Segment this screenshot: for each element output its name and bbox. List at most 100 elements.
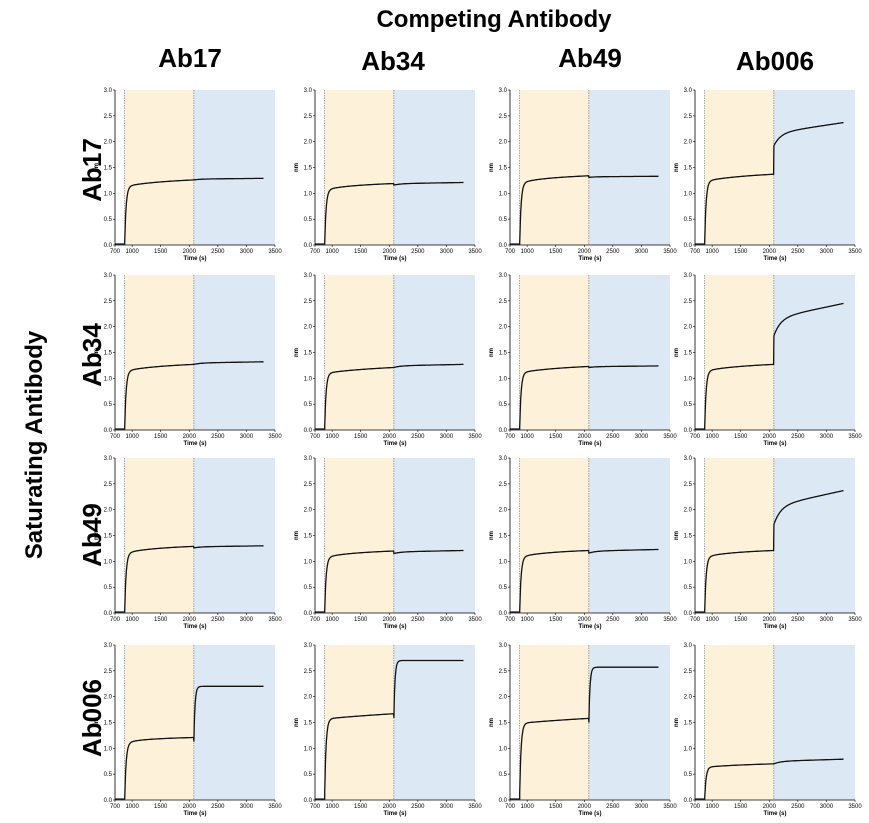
x-tick-label: 3500 (468, 434, 482, 440)
y-tick-label: 2.5 (104, 299, 113, 305)
x-tick-label: 1000 (325, 434, 339, 440)
y-axis-label: nm (294, 163, 300, 172)
x-axis-label: Time (s) (579, 624, 602, 630)
x-axis-label: Time (s) (184, 624, 207, 630)
column-label-ab006: Ab006 (736, 46, 814, 76)
x-tick-label: 2500 (791, 617, 805, 623)
y-tick-label: 0.5 (304, 402, 313, 408)
x-tick-label: 3000 (820, 434, 834, 440)
y-tick-label: 3.0 (684, 643, 693, 649)
y-axis-label: nm (94, 531, 100, 540)
y-tick-label: 2.5 (304, 482, 313, 488)
y-tick-label: 2.0 (499, 695, 508, 701)
y-tick-label: 2.0 (304, 695, 313, 701)
y-tick-label: 2.0 (104, 508, 113, 514)
y-tick-label: 2.0 (304, 325, 313, 331)
association-region (124, 90, 194, 245)
row-label-ab34: Ab34 (77, 323, 107, 387)
x-tick-label: 2500 (606, 249, 620, 255)
x-tick-label: 700 (110, 617, 121, 623)
x-tick-label: 700 (505, 434, 516, 440)
x-tick-label: 700 (310, 804, 321, 810)
y-tick-label: 0.0 (104, 798, 113, 804)
x-tick-label: 1500 (354, 249, 368, 255)
panel-ab006-vs-ab006: 0.0 0.5 1.0 1.5 2.0 2.5 3.0 700 1000 1500 2000 2500… (674, 643, 862, 817)
y-tick-label: 2.0 (104, 695, 113, 701)
association-region (124, 458, 194, 613)
y-tick-label: 0.5 (499, 772, 508, 778)
y-tick-label: 2.5 (684, 299, 693, 305)
y-tick-label: 3.0 (499, 456, 508, 462)
x-tick-label: 1000 (705, 434, 719, 440)
x-tick-label: 2500 (606, 617, 620, 623)
x-tick-label: 1500 (734, 249, 748, 255)
y-tick-label: 0.0 (684, 243, 693, 249)
y-tick-label: 0.5 (304, 772, 313, 778)
x-tick-label: 1500 (354, 434, 368, 440)
x-tick-label: 2500 (211, 249, 225, 255)
x-tick-label: 3000 (240, 804, 254, 810)
x-tick-label: 1000 (125, 434, 139, 440)
panel-ab17-vs-ab006: 0.0 0.5 1.0 1.5 2.0 2.5 3.0 700 1000 1500 2000 2500… (674, 88, 862, 262)
saturating-antibody-title: Saturating Antibody (21, 330, 48, 559)
panel-ab34-vs-ab49: 0.0 0.5 1.0 1.5 2.0 2.5 3.0 700 1000 1500 2000 2500… (489, 273, 677, 447)
panel-ab34-vs-ab006: 0.0 0.5 1.0 1.5 2.0 2.5 3.0 700 1000 1500 2000 2500… (674, 273, 862, 447)
x-axis-label: Time (s) (764, 441, 787, 447)
x-tick-label: 2000 (383, 434, 397, 440)
x-tick-label: 2500 (411, 804, 425, 810)
x-tick-label: 2500 (211, 434, 225, 440)
panel-ab49-vs-ab17: 0.0 0.5 1.0 1.5 2.0 2.5 3.0 700 1000 1500 2000 2500… (94, 456, 282, 630)
association-region (704, 645, 774, 800)
sensorgram-trace (510, 548, 659, 613)
y-axis-label: nm (674, 163, 680, 172)
x-tick-label: 3000 (635, 804, 649, 810)
x-tick-label: 2500 (791, 249, 805, 255)
y-axis-label: nm (489, 163, 495, 172)
panel-ab17-vs-ab17: 0.0 0.5 1.0 1.5 2.0 2.5 3.0 700 1000 1500 2000 2500… (94, 88, 282, 262)
sensorgram-trace (695, 121, 844, 245)
association-region (124, 645, 194, 800)
x-tick-label: 1000 (125, 617, 139, 623)
x-tick-label: 700 (310, 434, 321, 440)
panel-ab17-vs-ab34: 0.0 0.5 1.0 1.5 2.0 2.5 3.0 700 1000 1500 2000 2500… (294, 88, 482, 262)
y-tick-label: 1.5 (104, 351, 113, 357)
sensorgram-trace (115, 545, 264, 613)
x-tick-label: 1500 (354, 617, 368, 623)
y-tick-label: 0.5 (104, 772, 113, 778)
x-tick-label: 3500 (268, 249, 282, 255)
y-axis-label: nm (94, 718, 100, 727)
x-tick-label: 3500 (268, 434, 282, 440)
x-tick-label: 3500 (663, 434, 677, 440)
y-tick-label: 1.5 (499, 351, 508, 357)
x-tick-label: 3000 (240, 617, 254, 623)
y-axis-label: nm (294, 531, 300, 540)
y-tick-label: 1.0 (304, 746, 313, 752)
y-tick-label: 0.0 (304, 428, 313, 434)
x-tick-label: 3000 (440, 249, 454, 255)
y-tick-label: 0.0 (499, 428, 508, 434)
association-region (324, 90, 394, 245)
x-axis-label: Time (s) (764, 624, 787, 630)
x-tick-label: 2000 (578, 249, 592, 255)
x-tick-label: 1000 (520, 617, 534, 623)
x-axis-label: Time (s) (384, 256, 407, 262)
y-tick-label: 3.0 (499, 88, 508, 94)
x-tick-label: 3000 (440, 434, 454, 440)
sensorgram-trace (315, 549, 464, 613)
x-tick-label: 3000 (820, 617, 834, 623)
x-tick-label: 1500 (154, 249, 168, 255)
y-tick-label: 1.0 (499, 191, 508, 197)
y-axis-label: nm (489, 348, 495, 357)
y-tick-label: 0.0 (104, 243, 113, 249)
competition-region (393, 275, 475, 430)
x-tick-label: 1000 (325, 249, 339, 255)
x-tick-label: 1500 (549, 249, 563, 255)
y-tick-label: 1.0 (104, 746, 113, 752)
y-tick-label: 1.5 (684, 166, 693, 172)
x-tick-label: 1000 (520, 804, 534, 810)
x-tick-label: 2500 (411, 434, 425, 440)
x-tick-label: 3000 (440, 617, 454, 623)
y-tick-label: 2.0 (104, 325, 113, 331)
association-region (704, 458, 774, 613)
